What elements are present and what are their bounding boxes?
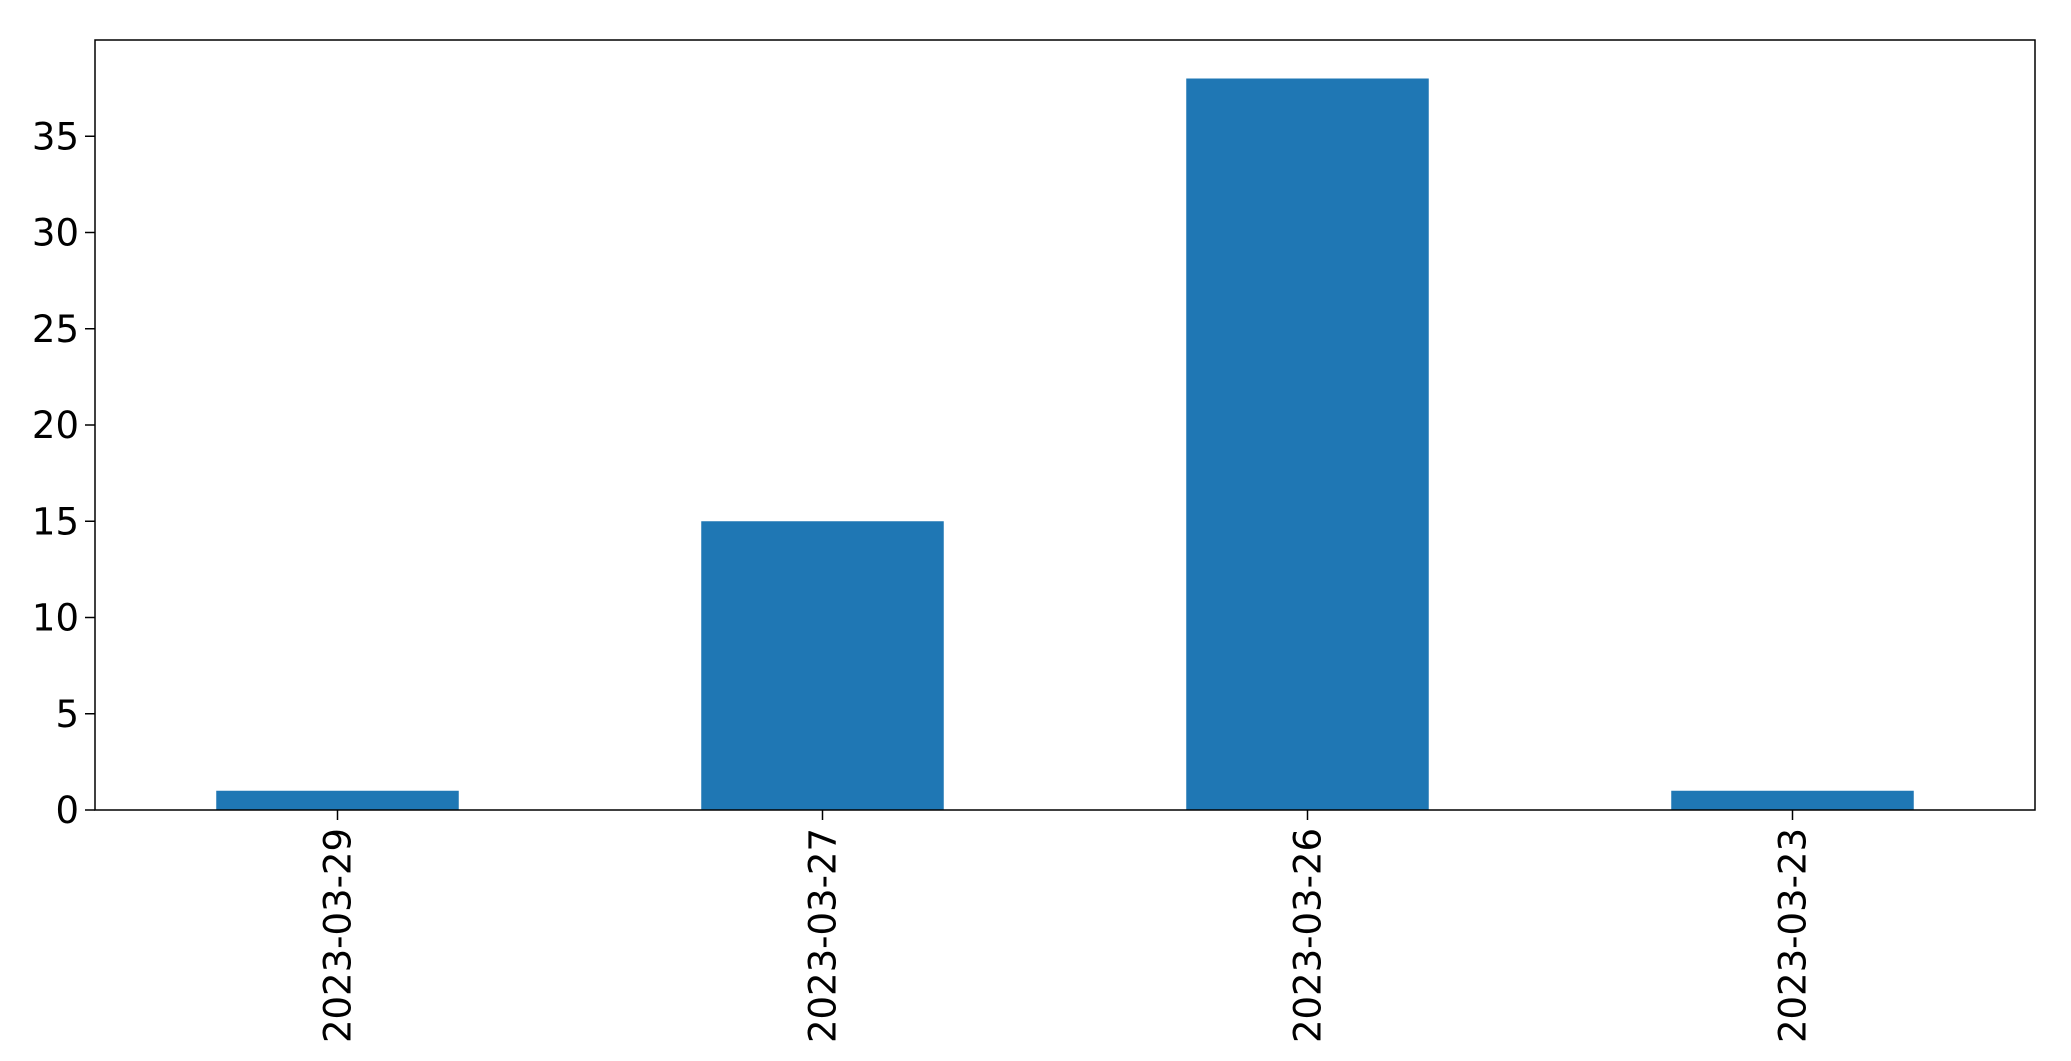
x-tick-label: 2023-03-23 [1772,828,1815,1043]
x-axis: 2023-03-29 2023-03-27 2023-03-26 2023-03-23 [317,810,1815,1043]
bar-2023-03-23 [1671,790,1914,810]
bar-2023-03-26 [1186,78,1429,810]
x-tick-label: 2023-03-27 [802,828,845,1043]
bar-2023-03-29 [216,790,459,810]
y-tick-label: 15 [32,500,79,543]
y-axis: 0 5 10 15 20 25 30 35 [32,115,95,832]
y-tick-label: 10 [32,597,79,640]
y-tick-label: 25 [32,308,79,351]
y-tick-label: 20 [32,404,79,447]
y-tick-label: 5 [55,693,79,736]
x-tick-label: 2023-03-26 [1287,828,1330,1043]
plot-background [95,40,2035,810]
y-tick-label: 0 [55,789,79,832]
plot-frame [94,39,2036,811]
bars-group [216,78,1914,810]
y-tick-label: 30 [32,212,79,255]
y-tick-label: 35 [32,115,79,158]
bar-2023-03-27 [701,521,944,810]
x-tick-label: 2023-03-29 [317,828,360,1043]
